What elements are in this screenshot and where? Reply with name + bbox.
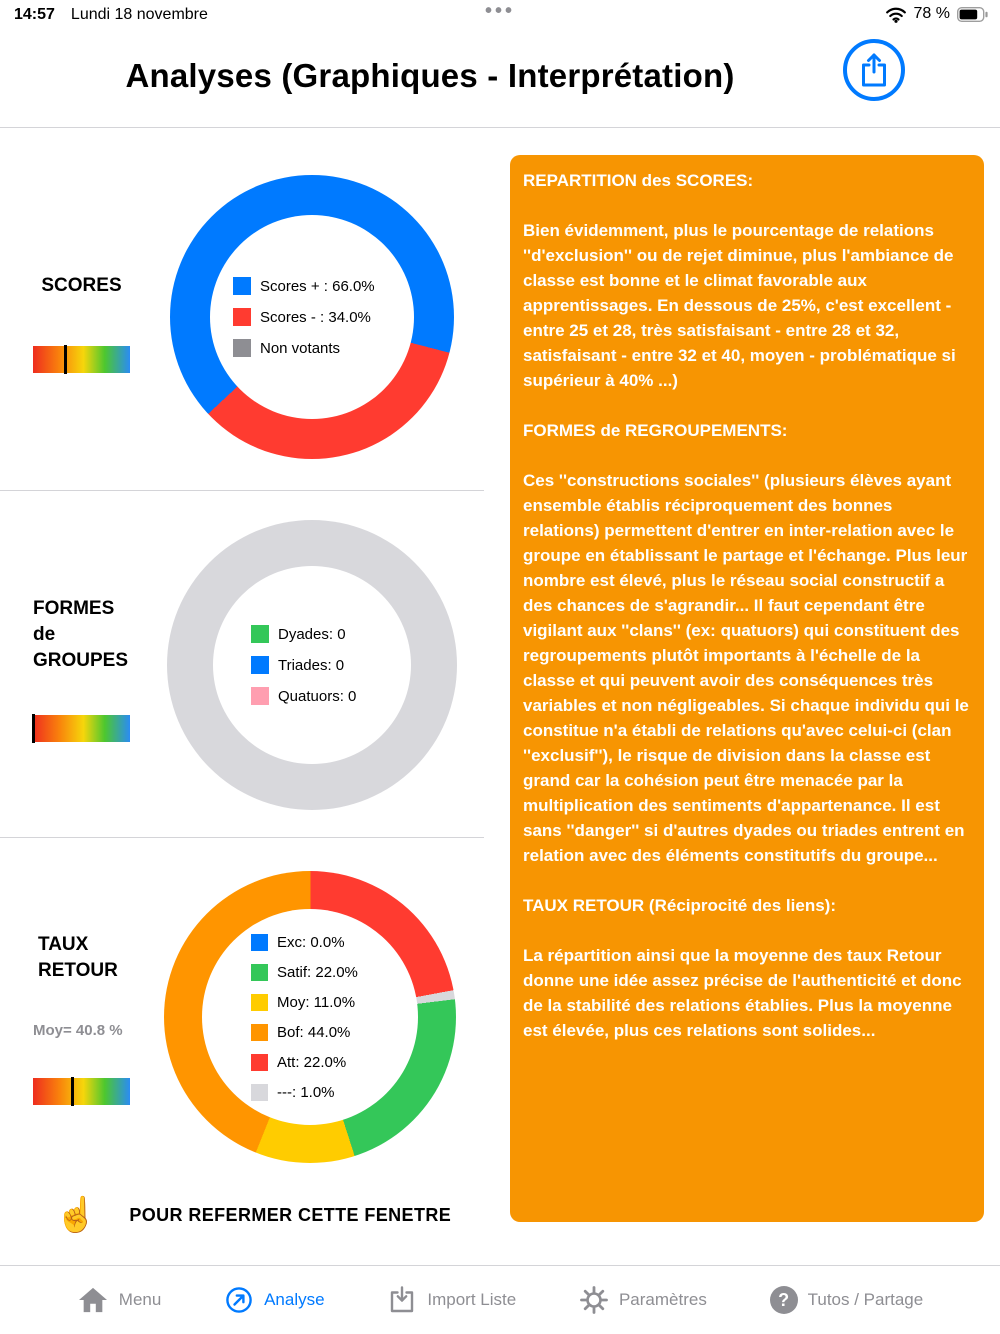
panel-heading: REPARTITION des SCORES: <box>523 171 754 190</box>
legend-label: Triades: 0 <box>278 656 345 674</box>
tab-label: Tutos / Partage <box>807 1290 924 1309</box>
scores-legend: Scores + : 66.0% Scores - : 34.0% Non vo… <box>170 175 454 459</box>
legend-item: Satif: 22.0% <box>251 963 369 981</box>
tap-hand-icon: ☝ <box>55 1196 98 1234</box>
clock: 14:57 <box>14 6 55 23</box>
legend-label: Exc: 0.0% <box>277 933 345 951</box>
scores-donut-chart: Scores + : 66.0% Scores - : 34.0% Non vo… <box>170 175 454 459</box>
header-divider <box>0 127 1000 128</box>
battery-percent: 78 % <box>913 5 950 22</box>
taux-gauge <box>33 1077 130 1106</box>
legend-item: Non votants <box>233 339 391 357</box>
groupes-legend: Dyades: 0 Triades: 0 Quatuors: 0 <box>167 520 457 810</box>
taux-gauge-marker <box>71 1077 75 1106</box>
legend-label: ---: 1.0% <box>277 1083 335 1101</box>
legend-swatch <box>251 993 268 1011</box>
tab-label: Analyse <box>264 1290 325 1309</box>
panel-body: Ces ''constructions sociales'' (plusieur… <box>523 471 969 865</box>
taux-section-label: TAUX RETOUR <box>38 934 118 981</box>
legend-item: Quatuors: 0 <box>251 687 373 705</box>
tab-label: Menu <box>118 1290 162 1309</box>
close-hint-label: POUR REFERMER CETTE FENETRE <box>129 1204 452 1225</box>
legend-item: ---: 1.0% <box>251 1083 369 1101</box>
donut-hole <box>213 566 411 764</box>
legend-label: Dyades: 0 <box>278 625 346 643</box>
share-button[interactable] <box>843 39 905 101</box>
legend-label: Scores + : 66.0% <box>260 277 375 295</box>
tab-label: Import Liste <box>427 1290 517 1309</box>
section-divider-2 <box>0 837 484 838</box>
close-window-hint[interactable]: ☝ POUR REFERMER CETTE FENETRE <box>55 1190 475 1240</box>
legend-label: Moy: 11.0% <box>277 993 356 1011</box>
groupes-section-label: FORMES de GROUPES <box>33 598 129 671</box>
legend-item: Exc: 0.0% <box>251 933 369 951</box>
scores-gauge-marker <box>64 345 68 374</box>
legend-swatch <box>233 308 251 326</box>
groupes-gauge-marker <box>31 714 35 743</box>
legend-label: Non votants <box>260 339 341 357</box>
taux-legend: Exc: 0.0% Satif: 22.0% Moy: 11.0% Bof: 4… <box>164 871 456 1163</box>
legend-label: Satif: 22.0% <box>277 963 358 981</box>
gear-icon <box>580 1286 608 1314</box>
legend-swatch <box>251 1023 268 1041</box>
tab-import-liste[interactable]: Import Liste <box>387 1285 516 1315</box>
legend-item: Moy: 11.0% <box>251 993 369 1011</box>
legend-swatch <box>233 277 251 295</box>
battery-icon <box>957 6 988 22</box>
panel-body: Bien évidemment, plus le pourcentage de … <box>523 221 956 390</box>
section-divider-1 <box>0 490 484 491</box>
legend-swatch <box>251 656 269 674</box>
legend-item: Att: 22.0% <box>251 1053 369 1071</box>
taux-moyenne: Moy= 40.8 % <box>33 1022 123 1039</box>
panel-section-taux: TAUX RETOUR (Réciprocité des liens): La … <box>523 893 971 1043</box>
question-icon: ? <box>769 1286 798 1314</box>
legend-item: Scores + : 66.0% <box>233 277 391 295</box>
import-tray-icon <box>391 1286 414 1313</box>
groupes-gauge <box>31 714 130 743</box>
legend-swatch <box>251 933 268 951</box>
question-glyph: ? <box>778 1289 790 1310</box>
scores-gauge <box>33 345 130 374</box>
legend-label: Bof: 44.0% <box>277 1023 351 1041</box>
legend-swatch <box>251 625 269 643</box>
legend-label: Att: 22.0% <box>277 1053 347 1071</box>
donut-hole <box>202 909 418 1125</box>
legend-swatch <box>251 687 269 705</box>
status-dots: ••• <box>484 0 515 22</box>
page-title: Analyses (Graphiques - Interprétation) <box>125 57 735 94</box>
groupes-donut-chart: Dyades: 0 Triades: 0 Quatuors: 0 <box>167 520 457 810</box>
legend-label: Quatuors: 0 <box>278 687 357 705</box>
house-icon <box>78 1287 107 1313</box>
compass-icon <box>226 1287 252 1313</box>
tab-menu[interactable]: Menu <box>77 1286 162 1314</box>
wifi-icon <box>885 7 906 23</box>
panel-section-groupes: FORMES de REGROUPEMENTS: Ces ''construct… <box>523 418 971 868</box>
legend-swatch <box>251 1053 268 1071</box>
panel-section-scores: REPARTITION des SCORES: Bien évidemment,… <box>523 168 971 393</box>
legend-swatch <box>251 1083 268 1101</box>
legend-swatch <box>233 339 251 357</box>
share-icon <box>862 53 886 87</box>
tab-label: Paramètres <box>618 1290 707 1309</box>
status-date: Lundi 18 novembre <box>70 6 208 23</box>
panel-heading: TAUX RETOUR (Réciprocité des liens): <box>523 896 836 915</box>
tab-tutos-partage[interactable]: ? Tutos / Partage <box>769 1286 924 1314</box>
legend-item: Dyades: 0 <box>251 625 373 643</box>
tab-analyse[interactable]: Analyse <box>224 1285 325 1315</box>
taux-donut-chart: Exc: 0.0% Satif: 22.0% Moy: 11.0% Bof: 4… <box>164 871 456 1163</box>
scores-section-label: SCORES <box>41 275 122 296</box>
legend-item: Scores - : 34.0% <box>233 308 391 326</box>
panel-heading: FORMES de REGROUPEMENTS: <box>523 421 788 440</box>
info-panel: REPARTITION des SCORES: Bien évidemment,… <box>510 155 984 1222</box>
panel-body: La répartition ainsi que la moyenne des … <box>523 946 962 1040</box>
legend-swatch <box>251 963 268 981</box>
legend-item: Triades: 0 <box>251 656 373 674</box>
tab-bar: Menu Analyse Import Liste <box>0 1265 1000 1334</box>
legend-label: Scores - : 34.0% <box>260 308 371 326</box>
legend-item: Bof: 44.0% <box>251 1023 369 1041</box>
tab-parametres[interactable]: Paramètres <box>579 1285 707 1315</box>
